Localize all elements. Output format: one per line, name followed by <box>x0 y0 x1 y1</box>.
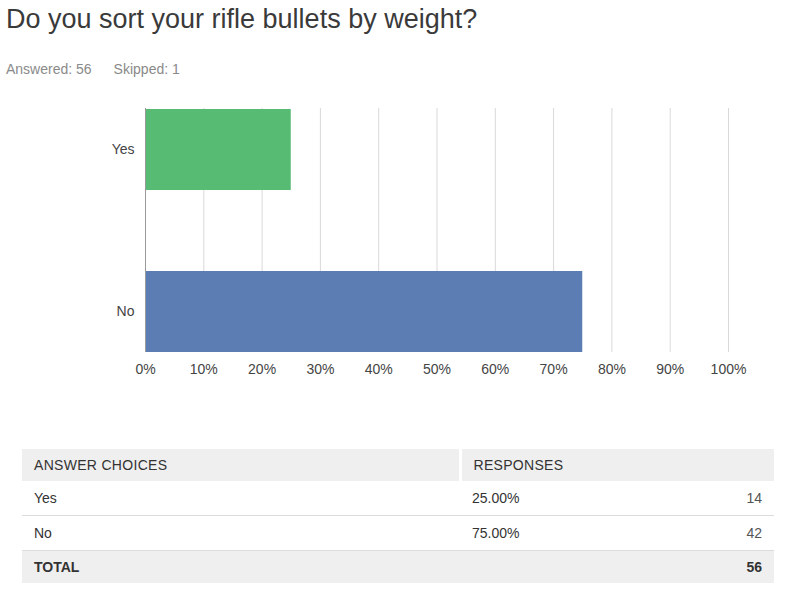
html-text:25.00%: 25.00% <box>472 490 520 506</box>
html-text:14: 14 <box>746 490 762 506</box>
svg-text:10%: 10% <box>190 361 218 377</box>
html-text:56: 56 <box>746 559 762 575</box>
html-text:Do you sort your rifle bullets: Do you sort your rifle bullets by weight… <box>6 4 478 34</box>
svg-text:50%: 50% <box>423 361 451 377</box>
html-text:Yes: Yes <box>34 490 57 506</box>
svg-text:Yes: Yes <box>112 141 135 157</box>
html-text:Skipped: 1: Skipped: 1 <box>113 61 180 77</box>
svg-text:60%: 60% <box>481 361 509 377</box>
svg-text:100%: 100% <box>711 361 747 377</box>
svg-text:90%: 90% <box>656 361 684 377</box>
svg-text:30%: 30% <box>306 361 334 377</box>
html-text:No: No <box>34 525 52 541</box>
html-text:75.00%: 75.00% <box>472 525 520 541</box>
html-text:ANSWER CHOICES: ANSWER CHOICES <box>34 457 168 473</box>
svg-text:20%: 20% <box>248 361 276 377</box>
html-text:42: 42 <box>746 525 762 541</box>
html-text:RESPONSES: RESPONSES <box>473 457 564 473</box>
svg-text:40%: 40% <box>365 361 393 377</box>
svg-text:0%: 0% <box>135 361 155 377</box>
svg-text:No: No <box>117 303 135 319</box>
html-text:TOTAL: TOTAL <box>34 559 80 575</box>
html-text:Answered: 56: Answered: 56 <box>6 61 92 77</box>
svg-text:70%: 70% <box>540 361 568 377</box>
svg-text:80%: 80% <box>598 361 626 377</box>
